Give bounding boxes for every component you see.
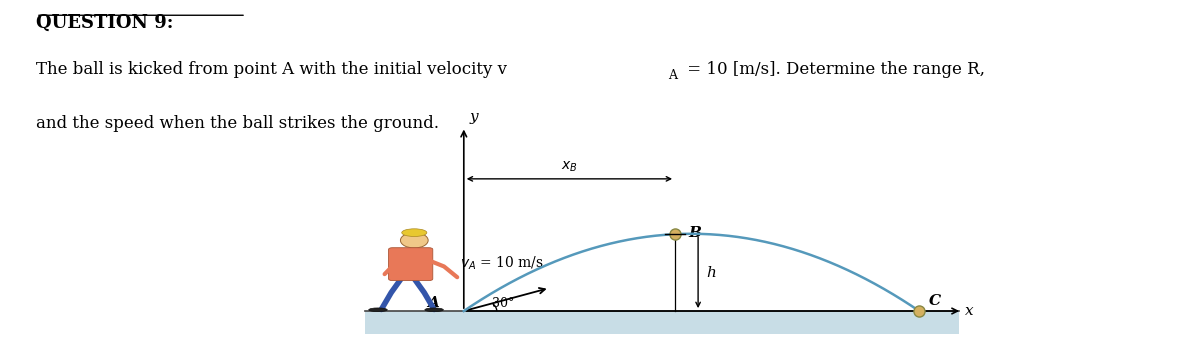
Text: y: y: [469, 109, 478, 123]
Text: $v_A$ = 10 m/s: $v_A$ = 10 m/s: [461, 255, 545, 272]
Ellipse shape: [402, 229, 427, 237]
Ellipse shape: [425, 308, 443, 312]
Ellipse shape: [368, 308, 388, 312]
Text: h: h: [706, 265, 716, 280]
Bar: [365, 311, 959, 334]
Text: C: C: [929, 294, 941, 308]
Text: A: A: [668, 69, 678, 82]
FancyBboxPatch shape: [389, 248, 433, 281]
Text: A: A: [427, 296, 439, 311]
Text: 30°: 30°: [492, 297, 514, 310]
Text: = 10 [m/s]. Determine the range R,: = 10 [m/s]. Determine the range R,: [682, 61, 984, 78]
Text: B: B: [689, 226, 701, 240]
Text: x: x: [966, 304, 974, 318]
Text: QUESTION 9:: QUESTION 9:: [36, 14, 173, 32]
Ellipse shape: [401, 233, 428, 248]
Text: $x_B$: $x_B$: [562, 160, 577, 174]
Text: and the speed when the ball strikes the ground.: and the speed when the ball strikes the …: [36, 115, 439, 132]
Text: The ball is kicked from point A with the initial velocity v: The ball is kicked from point A with the…: [36, 61, 508, 78]
